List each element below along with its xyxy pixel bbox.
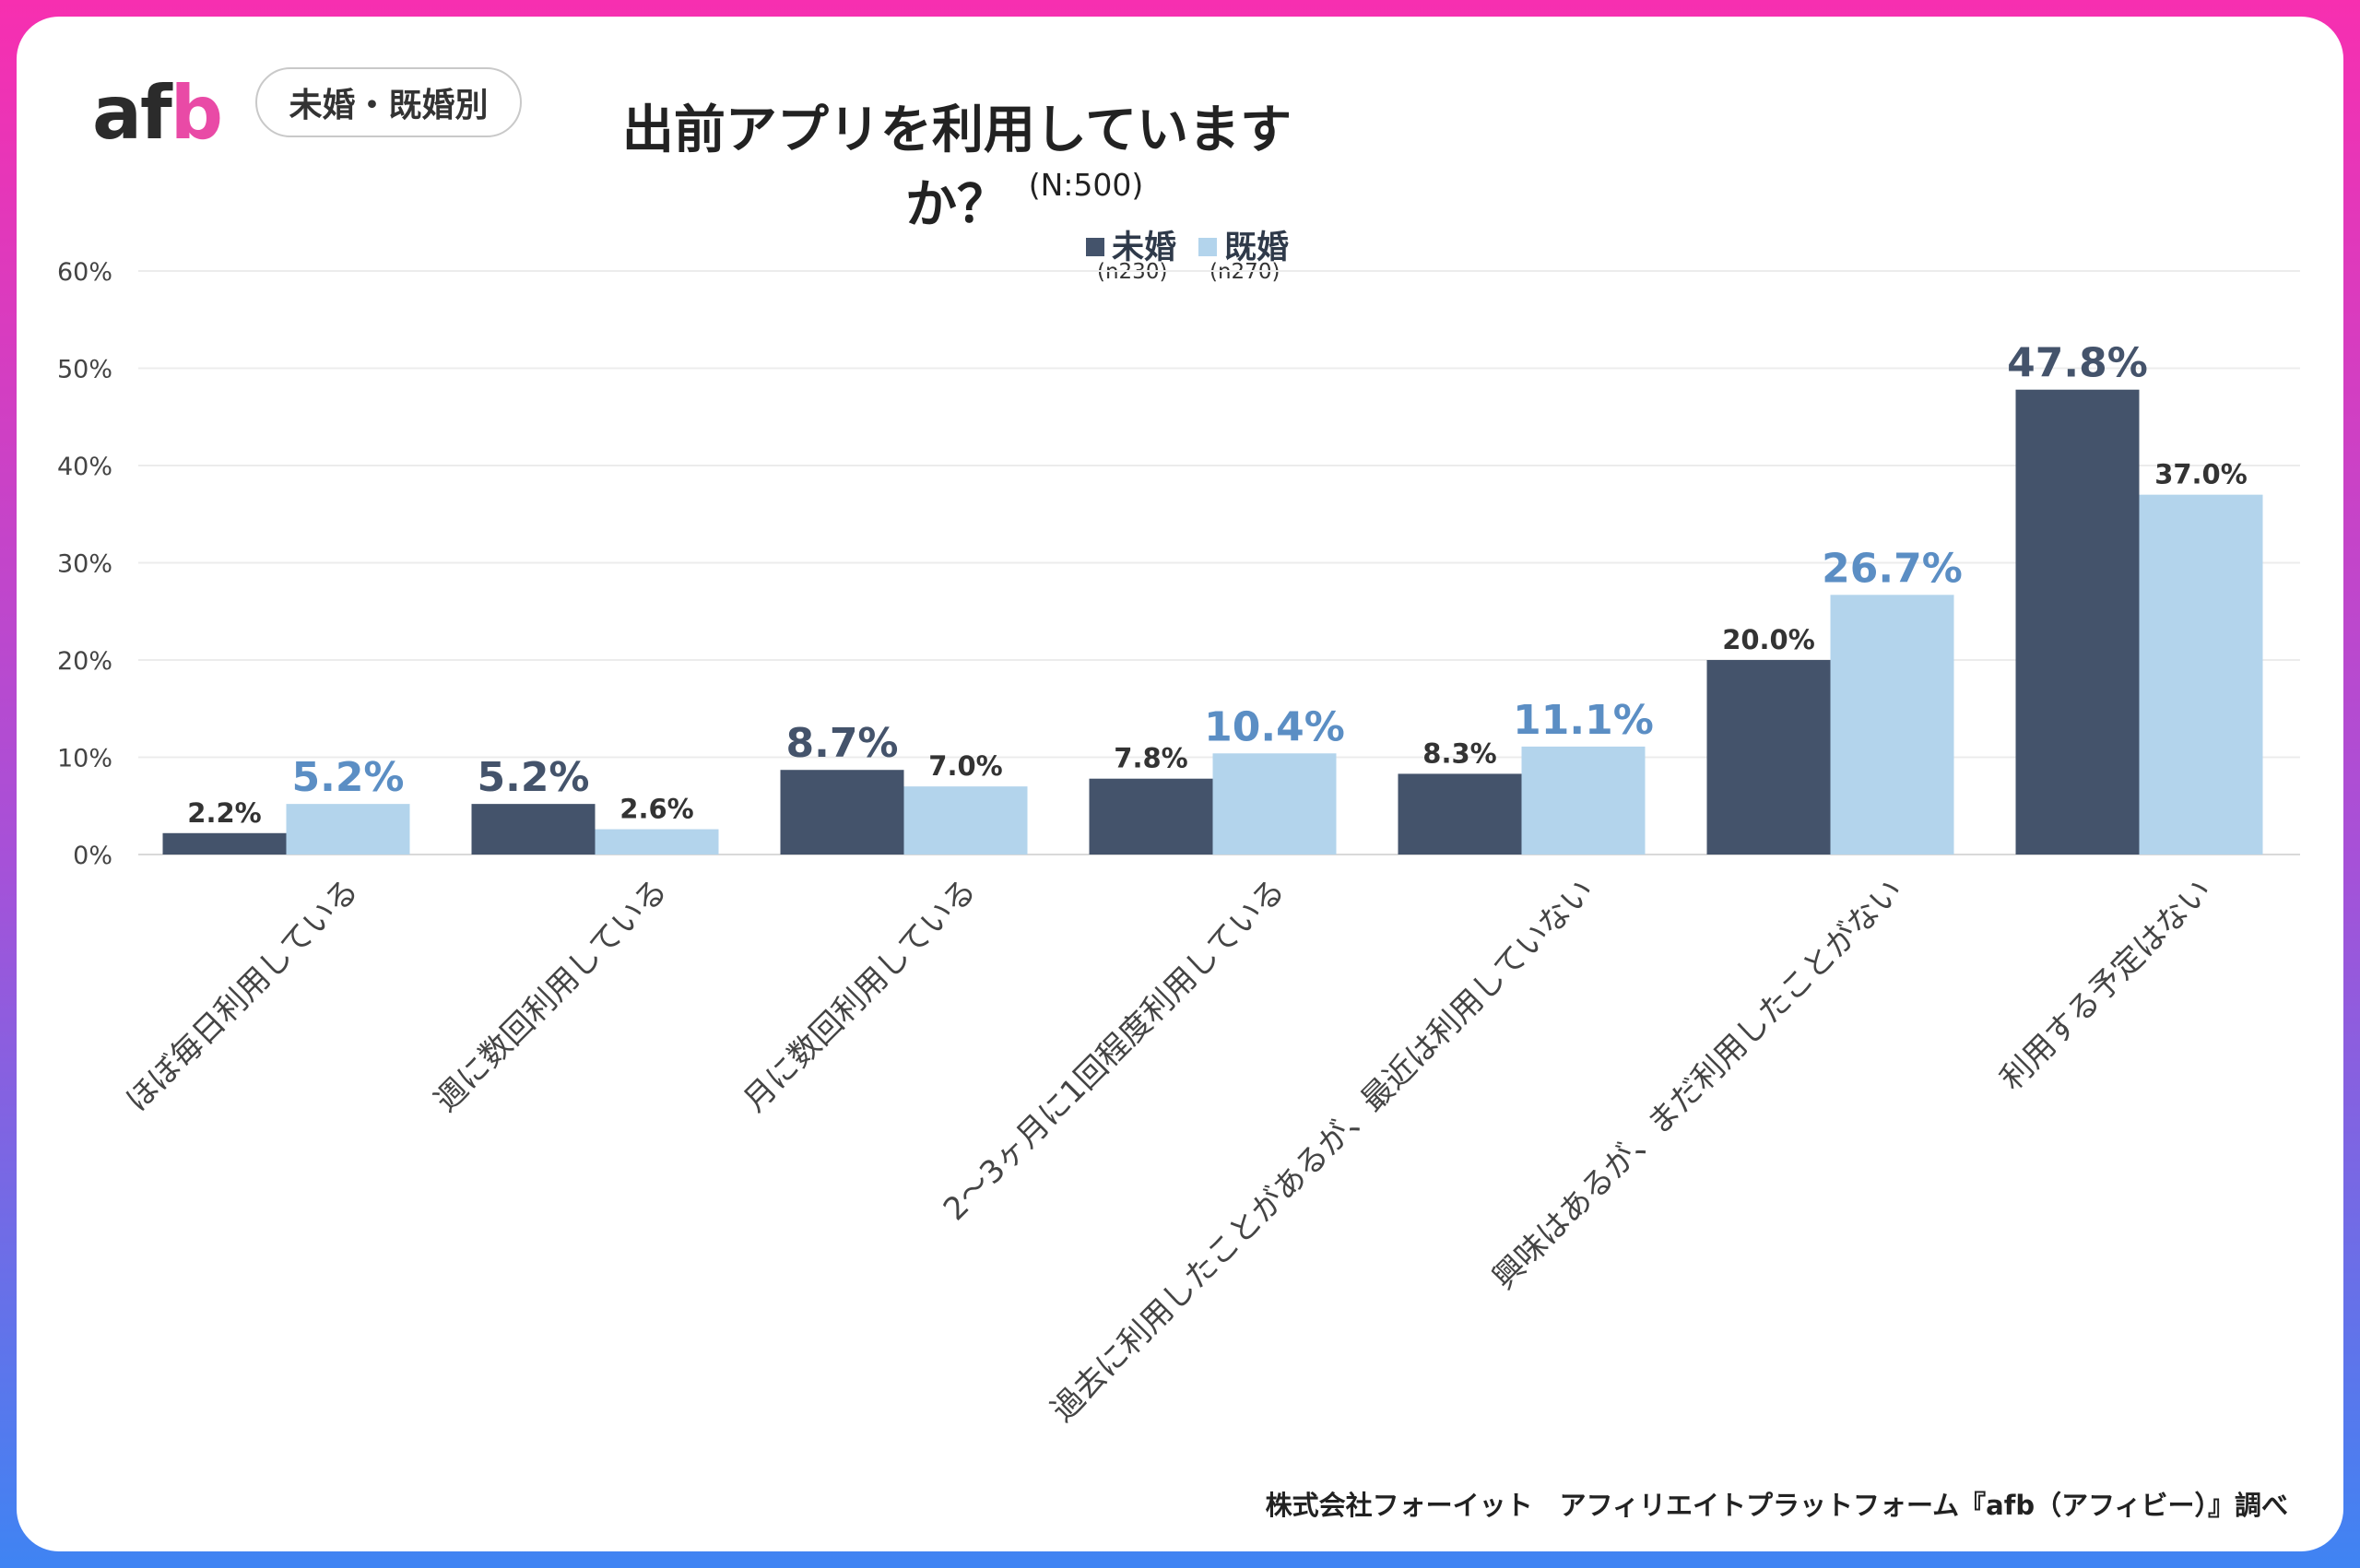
bar [1830, 595, 1954, 855]
y-tick-label: 60% [57, 258, 112, 287]
y-tick-label: 40% [57, 453, 112, 481]
data-label: 47.8% [2007, 340, 2148, 387]
x-tick-label: 利用する予定はない [1993, 872, 2219, 1098]
y-tick-label: 20% [57, 647, 112, 676]
bar [1089, 778, 1213, 855]
data-label: 11.1% [1513, 697, 1654, 744]
y-tick-label: 30% [57, 550, 112, 579]
y-tick-label: 0% [73, 842, 112, 870]
chart-subtitle: (N:500) [1028, 167, 1144, 203]
legend-swatch-married [1198, 238, 1217, 256]
x-tick-label: 週に数回利用している [428, 872, 675, 1119]
x-tick-label: ほぼ毎日利用している [119, 872, 366, 1119]
bar [780, 770, 904, 855]
bar [1521, 746, 1646, 855]
x-tick-label: 月に数回利用している [737, 872, 984, 1119]
data-label: 10.4% [1204, 703, 1345, 750]
legend-label-single: 未婚 [1112, 230, 1177, 266]
y-tick-label: 10% [57, 745, 112, 773]
bar [2139, 494, 2263, 855]
data-label: 8.7% [785, 720, 898, 767]
bar [2015, 389, 2140, 855]
data-label: 2.2% [187, 797, 261, 829]
bar [471, 804, 596, 855]
source-note: 株式会社フォーイット アフィリエイトプラットフォーム『afb（アフィビー）』調べ [1265, 1490, 2288, 1521]
data-label: 20.0% [1722, 624, 1815, 655]
data-label: 8.3% [1422, 737, 1496, 769]
data-label: 37.0% [2154, 459, 2248, 490]
bar [1212, 753, 1337, 855]
legend-swatch-single [1086, 238, 1104, 256]
bar [595, 829, 719, 855]
data-label: 26.7% [1822, 545, 1963, 592]
legend-label-married: 既婚 [1224, 230, 1290, 266]
x-tick-label: 過去に利用したことがあるが、最近は利用していない [1044, 872, 1601, 1429]
data-label: 5.2% [291, 754, 404, 801]
data-label: 7.8% [1114, 743, 1187, 774]
bar [903, 786, 1028, 855]
bar [286, 804, 410, 855]
data-label: 5.2% [477, 754, 589, 801]
bar [1706, 660, 1831, 855]
data-label: 7.0% [928, 750, 1002, 782]
data-label: 2.6% [620, 794, 693, 825]
y-tick-label: 50% [57, 356, 112, 384]
afb-logo: afb [92, 70, 223, 156]
segment-tag: 未婚・既婚別 [255, 67, 522, 137]
bar [162, 832, 287, 855]
chart-title: 出前アプリを利用していますか？ [621, 100, 1292, 235]
x-tick-label: 2～3ヶ月に1回程度利用している [937, 872, 1292, 1228]
bar [1398, 773, 1522, 855]
